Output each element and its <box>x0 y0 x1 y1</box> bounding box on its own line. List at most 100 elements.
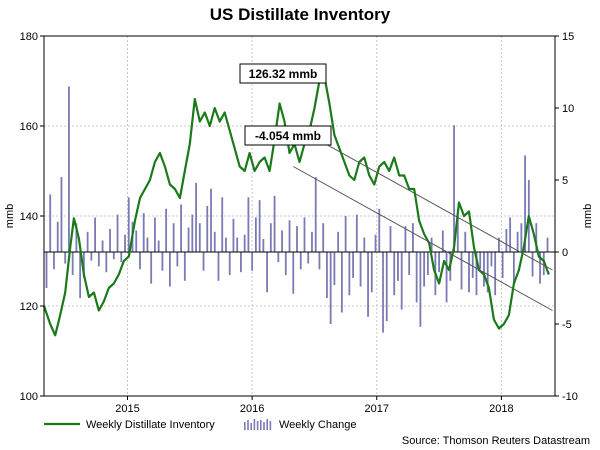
weekly-change-bar <box>535 223 538 252</box>
right-tick-label: 10 <box>562 103 574 115</box>
weekly-change-bar <box>53 252 55 270</box>
weekly-change-bar <box>333 252 336 286</box>
weekly-change-bar <box>228 252 231 276</box>
left-tick-label: 180 <box>20 31 38 43</box>
weekly-change-bar <box>165 208 168 252</box>
legend-bar-swatch-bar <box>269 421 272 430</box>
weekly-change-bar <box>397 252 399 281</box>
weekly-change-bar <box>191 214 194 252</box>
inventory-line-path <box>42 75 550 337</box>
weekly-change-bar <box>139 252 141 270</box>
weekly-change-bar <box>105 252 108 273</box>
weekly-change-bar <box>198 223 201 252</box>
weekly-change-bar <box>419 252 422 327</box>
weekly-change-bar <box>225 237 227 252</box>
weekly-change-bar <box>273 195 276 252</box>
weekly-change-bar <box>142 213 145 252</box>
weekly-change-bar <box>468 252 470 293</box>
weekly-change-bar <box>423 252 426 287</box>
legend-bar-swatch-bar <box>244 422 246 430</box>
weekly-change-bar <box>94 217 96 252</box>
legend-bar-swatch-bar <box>250 423 252 430</box>
right-tick-label: -5 <box>562 319 572 331</box>
weekly-change-bar <box>247 197 250 252</box>
weekly-change-bar <box>531 252 534 277</box>
legend-entry-inventory: Weekly Distillate Inventory <box>86 419 215 431</box>
weekly-change-bar <box>236 237 239 252</box>
weekly-change-bar <box>299 252 302 270</box>
weekly-change-bar <box>292 252 295 294</box>
weekly-change-bar <box>195 182 197 252</box>
weekly-change-bar <box>412 223 414 252</box>
weekly-change-bar <box>389 226 392 252</box>
weekly-change-bar <box>326 252 328 299</box>
weekly-change-bar <box>355 214 358 252</box>
legend: Weekly Distillate Inventory Weekly Chang… <box>44 419 356 431</box>
legend-bar-swatch-bar <box>256 421 259 430</box>
right-axis-ticks: -10 -5 0 5 10 15 <box>555 31 578 403</box>
weekly-change-bar <box>206 205 209 252</box>
weekly-change-bar <box>456 208 459 252</box>
trendlines <box>293 125 553 311</box>
left-axis-ticks: 100 120 140 160 180 <box>20 31 44 403</box>
weekly-change-bar <box>266 252 268 293</box>
weekly-change-bar <box>370 252 373 293</box>
right-tick-label: 15 <box>562 31 574 43</box>
weekly-change-bar <box>322 223 325 252</box>
weekly-change-bar <box>284 252 287 276</box>
trendline <box>293 125 553 271</box>
weekly-change-bar <box>438 252 440 273</box>
weekly-change-bar <box>516 231 519 252</box>
left-tick-label: 140 <box>20 211 38 223</box>
right-axis-label: mmb <box>582 204 594 228</box>
weekly-change-bar <box>505 228 508 252</box>
left-tick-label: 120 <box>20 301 38 313</box>
weekly-change-bar <box>340 252 343 313</box>
weekly-change-bar <box>471 252 474 278</box>
weekly-change-bar <box>374 234 377 252</box>
annotations: 126.32 mmb -4.054 mmb <box>239 63 332 146</box>
weekly-change-bar <box>453 125 455 252</box>
weekly-change-bar <box>415 252 418 303</box>
weekly-change-bar <box>509 217 512 252</box>
weekly-change-bar <box>60 177 63 252</box>
weekly-change-bar <box>344 216 347 252</box>
weekly-change-bar <box>479 252 482 270</box>
left-tick-label: 160 <box>20 121 38 133</box>
source-note: Source: Thomson Reuters Datastream <box>402 435 590 447</box>
weekly-change-bars <box>45 86 549 333</box>
gridlines <box>44 35 555 397</box>
weekly-change-bar <box>221 197 224 252</box>
weekly-change-bar <box>120 252 123 263</box>
legend-bar-swatch <box>244 419 272 430</box>
weekly-change-bar <box>68 86 70 253</box>
weekly-change-bar <box>408 252 411 276</box>
weekly-change-bar <box>363 237 366 252</box>
x-tick-label: 2015 <box>115 403 139 415</box>
weekly-change-bar <box>486 252 489 293</box>
weekly-change-bar <box>75 223 78 252</box>
weekly-change-bar <box>232 218 235 252</box>
weekly-change-bar <box>460 252 463 290</box>
weekly-change-bar <box>288 220 291 252</box>
legend-entry-weekly-change: Weekly Change <box>279 419 356 431</box>
weekly-change-bar <box>150 252 153 284</box>
legend-bar-swatch-bar <box>247 420 249 430</box>
weekly-change-bar <box>483 252 485 287</box>
weekly-change-bar <box>127 197 130 252</box>
annotation-frame <box>244 125 332 146</box>
weekly-change-bar <box>520 223 523 252</box>
weekly-change-bar <box>161 252 164 271</box>
weekly-change-bar <box>490 252 493 267</box>
weekly-change-bar <box>97 252 100 267</box>
weekly-change-bar <box>187 227 190 252</box>
annotation-label: 126.32 mmb <box>249 67 318 81</box>
weekly-change-bar <box>501 252 504 278</box>
weekly-change-bar <box>269 223 272 252</box>
weekly-change-bar <box>426 252 429 276</box>
weekly-change-bar <box>101 240 104 252</box>
weekly-change-bar <box>109 228 111 252</box>
weekly-change-bar <box>318 252 321 270</box>
weekly-change-bar <box>524 155 526 252</box>
